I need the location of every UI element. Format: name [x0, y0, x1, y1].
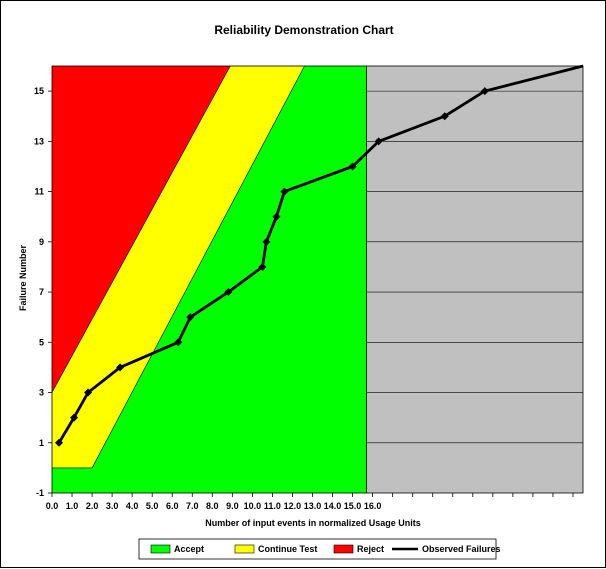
data-point — [224, 288, 233, 297]
data-point — [186, 313, 195, 322]
x-tick-label: 7.0 — [186, 501, 199, 511]
y-axis-label: Failure Number — [18, 244, 28, 311]
y-tick-label: 11 — [34, 187, 44, 197]
y-tick-label: 7 — [39, 287, 44, 297]
legend-swatch — [333, 544, 354, 554]
y-tick-label: 1 — [39, 438, 44, 448]
legend-swatch — [150, 544, 171, 554]
data-point — [280, 187, 289, 196]
legend-label: Reject — [357, 544, 384, 554]
y-tick-label: 15 — [34, 86, 44, 96]
data-point — [272, 212, 281, 221]
data-point — [70, 413, 79, 422]
series-line-observed-failures — [57, 64, 584, 444]
x-tick-label: 10.0 — [244, 501, 262, 511]
legend-box — [138, 538, 497, 560]
chart-title: Reliability Demonstration Chart — [214, 23, 393, 37]
beyond-region — [366, 66, 583, 493]
x-tick-label: 13.0 — [304, 501, 322, 511]
x-axis-label: Number of input events in normalized Usa… — [205, 518, 421, 528]
data-point — [374, 137, 383, 146]
data-point — [440, 112, 449, 121]
data-point — [84, 388, 93, 397]
reject-boundary-line — [51, 65, 231, 393]
x-tick-label: 11.0 — [264, 501, 281, 511]
x-tick-label: 12.0 — [284, 501, 302, 511]
x-tick-label: 16.0 — [364, 501, 382, 511]
x-tick-label: 9.0 — [226, 501, 239, 511]
data-point — [258, 262, 267, 271]
x-tick-label: 1.0 — [66, 501, 79, 511]
x-tick-label: 4.0 — [126, 501, 139, 511]
accept-boundary-line — [52, 65, 305, 469]
legend: Accept Continue Test Reject Observed Failur… — [138, 538, 501, 560]
y-tick-label: 5 — [39, 337, 44, 347]
legend-label: Observed Failures — [422, 544, 501, 554]
legend-label: Continue Test — [258, 544, 317, 554]
legend-swatch — [234, 544, 255, 554]
y-tick-label: 9 — [39, 237, 44, 247]
x-tick-label: 5.0 — [146, 501, 159, 511]
x-tick-label: 8.0 — [206, 501, 219, 511]
x-tick-label: 0.0 — [46, 501, 59, 511]
plot-border — [51, 65, 584, 494]
data-point — [116, 363, 125, 372]
data-point — [174, 338, 183, 347]
x-tick-label: 3.0 — [106, 501, 119, 511]
x-tick-label: 14.0 — [324, 501, 342, 511]
y-tick-label: 13 — [34, 136, 44, 146]
legend-label: Accept — [174, 544, 204, 554]
data-point — [262, 237, 271, 246]
data-point — [348, 162, 357, 171]
y-tick-label: 3 — [39, 388, 44, 398]
data-point — [55, 438, 64, 447]
y-tick-label: -1 — [36, 488, 44, 498]
x-tick-label: 6.0 — [166, 501, 179, 511]
x-tick-label: 2.0 — [86, 501, 99, 511]
data-point — [480, 87, 489, 96]
x-tick-label: 15.0 — [344, 501, 362, 511]
